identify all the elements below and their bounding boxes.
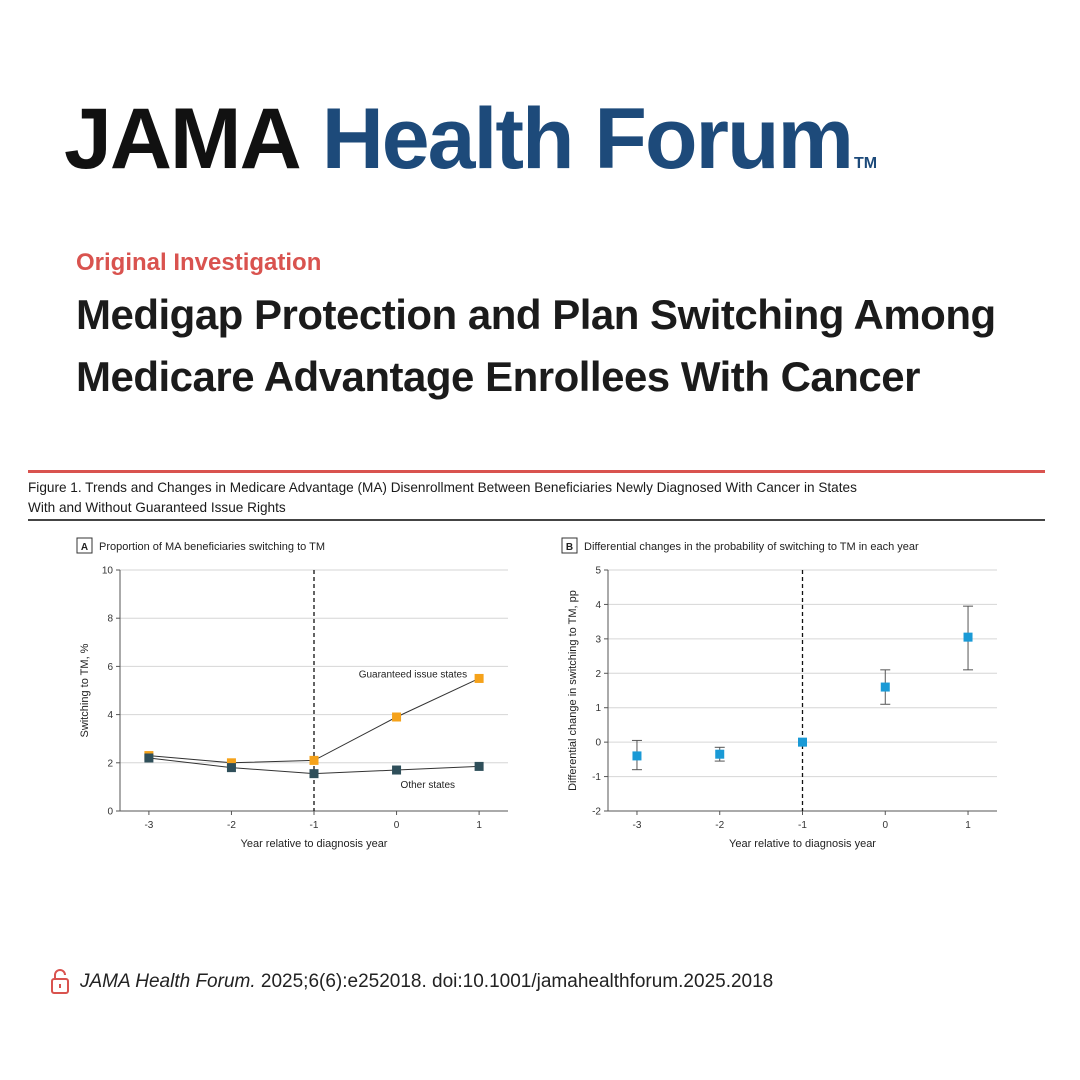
panel-a-y-tick-label: 2: [107, 758, 113, 769]
panel-a-y-label: Switching to TM, %: [79, 643, 91, 737]
open-access-lock-icon: [51, 969, 69, 994]
figure-caption-line-2: With and Without Guaranteed Issue Rights: [28, 500, 286, 515]
citation: JAMA Health Forum. 2025;6(6):e252018. do…: [80, 971, 773, 993]
panel-a-title: Proportion of MA beneficiaries switching…: [99, 541, 325, 553]
logo-health-forum: Health Forum: [321, 91, 854, 187]
panel-b-letter: B: [566, 542, 573, 553]
panel-a-other-states-point: [474, 761, 484, 771]
panel-a-x-label: Year relative to diagnosis year: [241, 838, 388, 850]
figure-caption: Figure 1. Trends and Changes in Medicare…: [28, 478, 1028, 518]
panel-a-other-states-point: [392, 765, 402, 775]
article-title: Medigap Protection and Plan Switching Am…: [76, 291, 996, 400]
logo-jama: JAMA: [64, 91, 302, 187]
panel-b-y-tick-label: 1: [595, 703, 601, 714]
panel-a-x-tick-label: -2: [227, 820, 236, 831]
journal-logo: JAMA Health Forum TM: [64, 96, 877, 182]
panel-a-guaranteed-issue-states-point: [309, 755, 319, 765]
panel-a-other-states-point: [309, 769, 319, 779]
panel-a-y-tick-label: 4: [107, 710, 113, 721]
panel-b-differential-change-point: [632, 751, 642, 761]
panel-b-y-tick-label: 2: [595, 669, 601, 680]
panel-a-guaranteed-issue-states-label: Guaranteed issue states: [359, 669, 467, 680]
panel-a-letter-box: [76, 537, 93, 554]
citation-journal: JAMA Health Forum.: [80, 971, 256, 992]
panel-b-y-tick-label: 0: [595, 738, 601, 749]
panel-b-differential-change-point: [963, 632, 973, 642]
panel-b-y-tick-label: -2: [592, 807, 601, 818]
panel-b-x-tick-label: 0: [882, 820, 888, 831]
panel-b-y-tick-label: 3: [595, 634, 601, 645]
panel-b-x-tick-label: -3: [633, 820, 642, 831]
panel-a-guaranteed-issue-states-point: [474, 673, 484, 683]
panel-a-x-tick-label: 1: [476, 820, 482, 831]
panel-a-guaranteed-issue-states-point: [392, 712, 402, 722]
logo-trademark: TM: [853, 155, 878, 172]
panel-a-y-tick-label: 10: [102, 566, 114, 577]
panel-b-letter-box: [561, 537, 578, 554]
panel-a-x-tick-label: -1: [310, 820, 319, 831]
citation-details: 2025;6(6):e252018. doi:10.1001/jamahealt…: [255, 971, 774, 992]
panel-a-y-tick-label: 6: [107, 662, 113, 673]
panel-b-x-tick-label: 1: [965, 820, 971, 831]
figure-caption-line-1: Figure 1. Trends and Changes in Medicare…: [28, 480, 857, 495]
panel-a-x-tick-label: 0: [394, 820, 400, 831]
panel-b-y-label: Differential change in switching to TM, …: [567, 590, 579, 791]
panel-a-x-tick-label: -3: [144, 820, 153, 831]
panel-a-letter: A: [81, 542, 88, 553]
panel-a-other-states-point: [144, 753, 154, 763]
article-type-label: Original Investigation: [76, 249, 322, 276]
panel-b-differential-change-point: [880, 682, 890, 692]
panel-a-y-tick-label: 0: [107, 807, 113, 818]
panel-a-y-tick-label: 8: [107, 614, 113, 625]
panel-b-y-tick-label: -1: [592, 772, 601, 783]
panel-b-x-tick-label: -2: [715, 820, 724, 831]
panel-b-x-label: Year relative to diagnosis year: [729, 838, 876, 850]
panel-a-other-states-label: Other states: [401, 780, 455, 791]
panel-b-x-tick-label: -1: [798, 820, 807, 831]
panel-b-y-tick-label: 5: [595, 566, 601, 577]
panel-b-differential-change-point: [798, 737, 807, 747]
panel-a-guaranteed-issue-states-point: [226, 758, 236, 768]
figure-top-rule: [28, 470, 1045, 473]
panel-b-title: Differential changes in the probability …: [584, 541, 919, 553]
panel-b-differential-change-point: [715, 749, 725, 759]
figure-caption-rule: [28, 519, 1045, 521]
panel-a-other-states-point: [226, 763, 236, 773]
panel-b-y-tick-label: 4: [595, 600, 601, 611]
